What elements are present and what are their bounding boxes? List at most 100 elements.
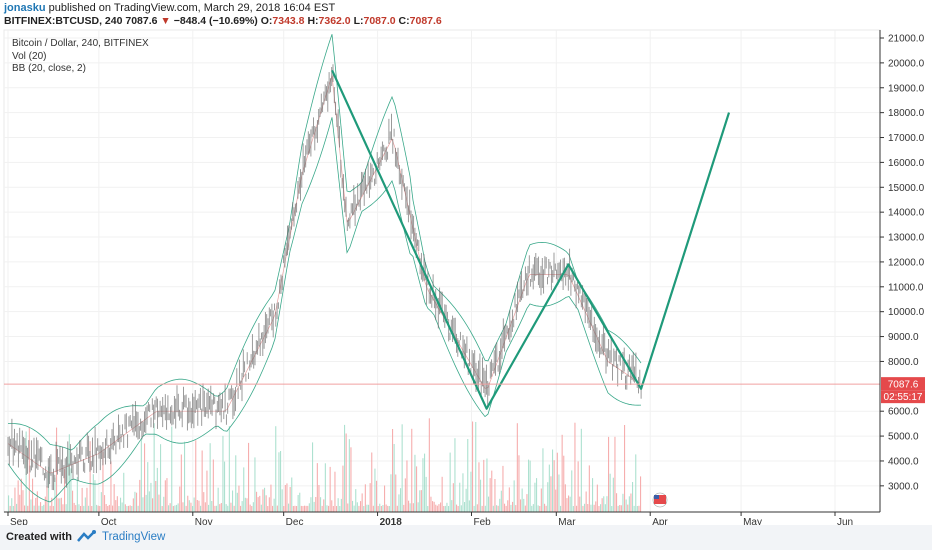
volume-bar — [436, 505, 438, 512]
volume-bar — [115, 500, 117, 512]
volume-bar — [556, 452, 558, 512]
x-axis: Sep Oct Nov Dec 2018 Feb Mar Apr May Jun — [4, 511, 880, 525]
volume-bar — [188, 500, 190, 512]
volume-bar — [139, 479, 141, 512]
volume-bar — [505, 505, 507, 512]
volume-bar — [387, 505, 389, 512]
volume-bar — [128, 505, 130, 512]
volume-bar — [617, 505, 619, 512]
volume-bar — [108, 504, 110, 512]
volume-bar — [534, 482, 536, 512]
volume-bar — [267, 506, 269, 512]
volume-bar — [54, 477, 56, 512]
volume-bar — [350, 447, 352, 512]
volume-bar — [156, 467, 158, 512]
x-tick-label: May — [743, 517, 762, 525]
volume-bar — [632, 482, 634, 512]
volume-bar — [412, 503, 414, 512]
volume-bar — [195, 440, 197, 512]
volume-bar — [494, 479, 496, 512]
volume-bar — [504, 503, 506, 512]
volume-bar — [326, 505, 328, 512]
volume-bar — [260, 504, 262, 512]
y-tick-label: 5000.0 — [888, 432, 919, 443]
volume-bar — [246, 498, 248, 512]
high-label: H: — [307, 15, 319, 27]
flag-canton — [654, 495, 659, 499]
volume-bar — [129, 505, 131, 512]
volume-bar — [104, 495, 106, 512]
volume-bar — [540, 488, 542, 512]
x-tick-label: Apr — [652, 517, 668, 525]
volume-bar — [598, 506, 600, 512]
legend-volume[interactable]: Vol (20) — [12, 50, 47, 62]
high-value: 7362.0 — [318, 15, 351, 27]
volume-bar — [460, 505, 462, 512]
volume-bar — [275, 426, 277, 512]
volume-bar — [603, 496, 605, 512]
volume-bar — [542, 448, 544, 512]
volume-bar — [206, 470, 208, 512]
volume-bar — [561, 434, 563, 512]
volume-bar — [59, 498, 61, 512]
volume-bar — [572, 506, 574, 512]
volume-bar — [179, 486, 181, 512]
volume-bar — [347, 503, 349, 512]
volume-bar — [211, 501, 213, 512]
y-tick-label: 13000.0 — [888, 233, 925, 244]
y-tick-label: 18000.0 — [888, 108, 925, 119]
volume-bar — [614, 436, 616, 512]
volume-bar — [401, 424, 403, 512]
legend-title: Bitcoin / Dollar, 240, BITFINEX — [12, 38, 149, 49]
volume-bar — [227, 505, 229, 512]
volume-bar — [601, 498, 603, 512]
bollinger-upper — [8, 34, 642, 451]
price-chart[interactable]: 7087.602:55:17 21000.0 20000.0 19000.0 1800… — [0, 28, 932, 525]
volume-bar — [344, 424, 346, 512]
volume-bar — [612, 477, 614, 512]
volume-bar — [112, 505, 114, 512]
volume-bar — [377, 506, 379, 512]
volume-bar — [593, 504, 595, 512]
volume-bar — [376, 480, 378, 512]
x-tick-label: Sep — [10, 517, 28, 525]
y-tick-label: 12000.0 — [888, 257, 925, 268]
y-tick-label: 17000.0 — [888, 133, 925, 144]
volume-bar — [396, 505, 398, 512]
volume-bar — [96, 504, 98, 512]
volume-bar — [342, 465, 344, 512]
volume-bar — [249, 504, 251, 512]
volume-bar — [500, 490, 502, 512]
volume-bar — [304, 505, 306, 512]
legend-bollinger[interactable]: BB (20, close, 2) — [12, 63, 86, 74]
volume-bar — [265, 495, 267, 512]
volume-bar — [438, 504, 440, 512]
volume-bar — [433, 501, 435, 512]
volume-bar — [513, 480, 515, 512]
author-link[interactable]: jonasku — [4, 2, 46, 14]
volume-bar — [9, 505, 11, 512]
tradingview-brand[interactable]: TradingView — [102, 531, 166, 543]
volume-bar — [32, 478, 34, 512]
volume-bar — [524, 505, 526, 512]
volume-bar — [444, 505, 446, 512]
flag-stripes — [654, 495, 666, 504]
volume-bar — [256, 491, 258, 512]
volume-bar — [300, 505, 302, 512]
volume-bar — [313, 501, 315, 512]
volume-bar — [353, 505, 355, 512]
volume-bar — [107, 506, 109, 512]
volume-bar — [608, 436, 610, 512]
volume-bar — [232, 490, 234, 512]
volume-bar — [99, 506, 101, 512]
volume-bar — [352, 500, 354, 512]
volume-bar — [633, 505, 635, 512]
volume-bar — [12, 506, 14, 512]
volume-bar — [324, 463, 326, 512]
volume-bar — [52, 506, 54, 512]
volume-bar — [382, 505, 384, 512]
volume-bar — [184, 441, 186, 512]
volume-bar — [443, 506, 445, 512]
volume-bar — [284, 485, 286, 512]
x-tick-label: Feb — [473, 517, 491, 525]
